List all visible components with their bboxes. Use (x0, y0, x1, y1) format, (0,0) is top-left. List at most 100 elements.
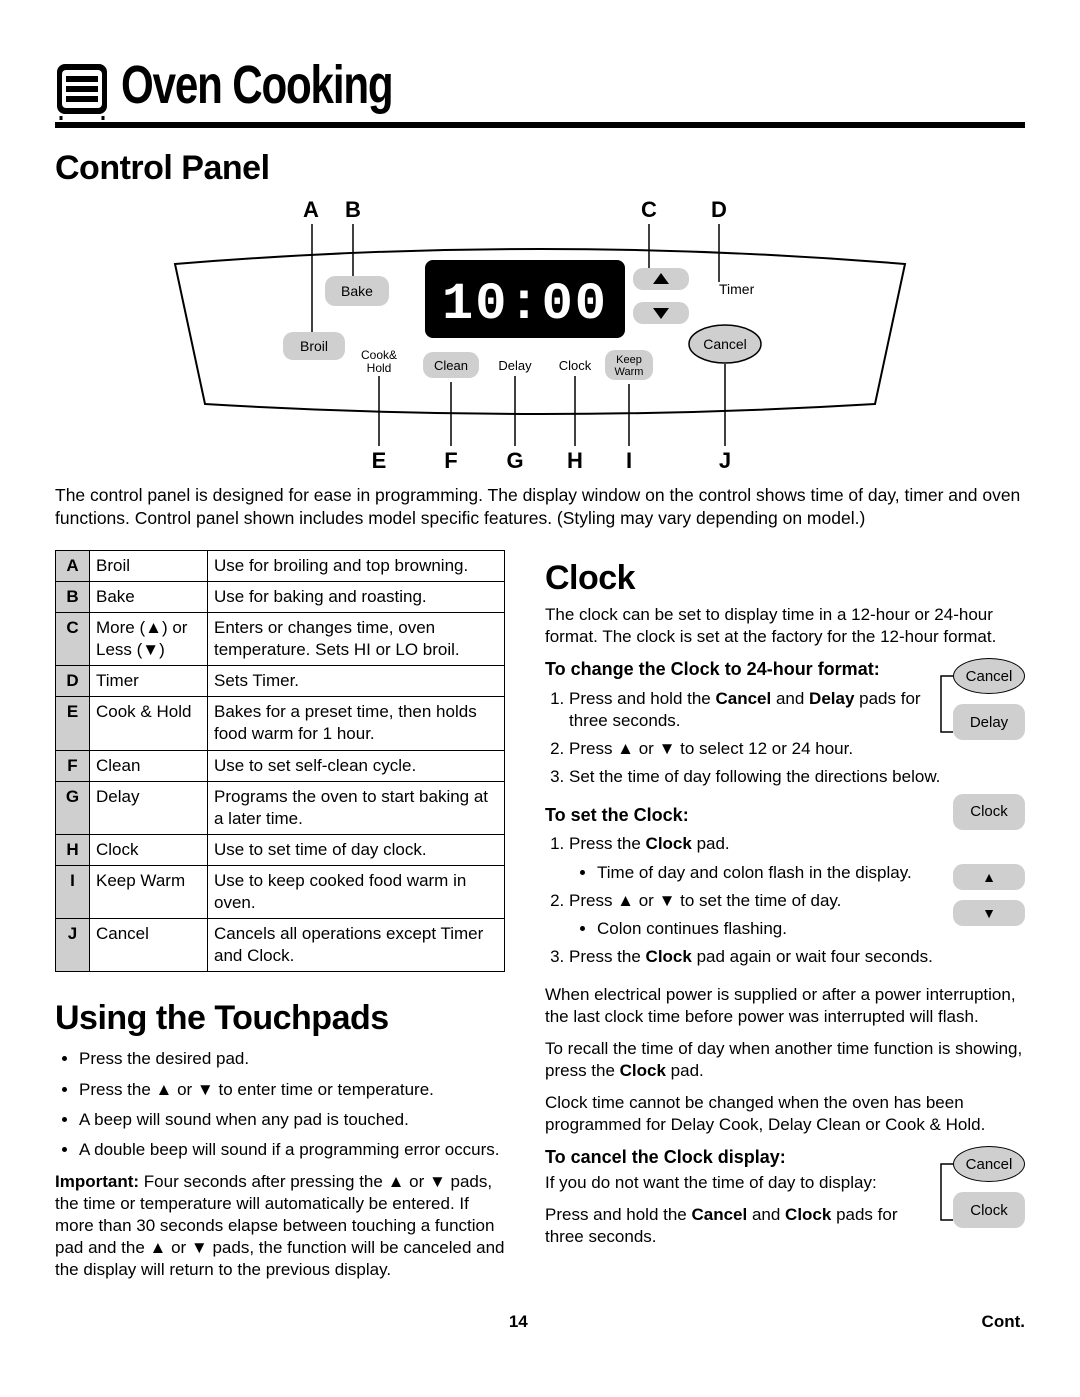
s1b: Cancel (715, 689, 771, 708)
clock-para3: Clock time cannot be changed when the ov… (545, 1092, 1025, 1136)
svg-text:Delay: Delay (498, 358, 532, 373)
page-title: Oven Cooking (121, 50, 392, 120)
row-letter: J (56, 919, 90, 972)
sc3b: Clock (646, 947, 692, 966)
row-letter: D (56, 666, 90, 697)
cp2c: pad. (666, 1061, 704, 1080)
cancel-pad-icon2: Cancel (953, 1146, 1025, 1182)
sc1a: Press the (569, 834, 646, 853)
row-name: Bake (90, 581, 208, 612)
touchpad-bullets: Press the desired pad.Press the ▲ or ▼ t… (55, 1048, 505, 1160)
svg-text:H: H (567, 448, 583, 473)
clock-para1: When electrical power is supplied or aft… (545, 984, 1025, 1028)
svg-text:G: G (506, 448, 523, 473)
s1a: Press and hold the (569, 689, 715, 708)
table-row: IKeep WarmUse to keep cooked food warm i… (56, 865, 505, 918)
sc1c: pad. (692, 834, 730, 853)
svg-text:Hold: Hold (367, 361, 392, 375)
side-btns-change24: Cancel Delay (953, 658, 1025, 740)
table-row: ECook & HoldBakes for a preset time, the… (56, 697, 505, 750)
right-column: Clock The clock can be set to display ti… (545, 550, 1025, 1291)
row-name: Clean (90, 750, 208, 781)
change24-step2: Press ▲ or ▼ to select 12 or 24 hour. (569, 738, 1025, 760)
s1d: Delay (809, 689, 854, 708)
page-header: Oven Cooking (55, 50, 1025, 128)
list-item: A double beep will sound if a programmin… (79, 1139, 505, 1161)
row-name: Clock (90, 834, 208, 865)
table-row: HClockUse to set time of day clock. (56, 834, 505, 865)
svg-text:Cancel: Cancel (703, 336, 747, 352)
delay-pad-icon: Delay (953, 704, 1025, 740)
svg-text:Clean: Clean (434, 358, 468, 373)
svg-text:Cook&: Cook& (361, 348, 397, 362)
cp2a: To recall the time of day when another t… (545, 1039, 1022, 1080)
panel-top-labels: A B C D (55, 196, 1025, 224)
sc3a: Press the (569, 947, 646, 966)
clock-para2: To recall the time of day when another t… (545, 1038, 1025, 1082)
important-label: Important: (55, 1172, 139, 1191)
label-b: B (345, 196, 361, 225)
cc2d: Clock (785, 1205, 831, 1224)
row-desc: Use to keep cooked food warm in oven. (208, 865, 505, 918)
table-row: ABroilUse for broiling and top browning. (56, 550, 505, 581)
table-row: GDelayPrograms the oven to start baking … (56, 781, 505, 834)
label-a: A (303, 196, 319, 225)
clock-pad-icon: Clock (953, 794, 1025, 830)
row-desc: Sets Timer. (208, 666, 505, 697)
table-row: CMore (▲) or Less (▼)Enters or changes t… (56, 613, 505, 666)
label-d: D (711, 196, 727, 225)
row-name: Cook & Hold (90, 697, 208, 750)
table-row: BBakeUse for baking and roasting. (56, 581, 505, 612)
cp2b: Clock (620, 1061, 666, 1080)
cc2a: Press and hold the (545, 1205, 691, 1224)
row-letter: H (56, 834, 90, 865)
row-desc: Cancels all operations except Timer and … (208, 919, 505, 972)
side-btns-cancelclock: Cancel Clock (953, 1146, 1025, 1228)
label-c: C (641, 196, 657, 225)
svg-text:I: I (626, 448, 632, 473)
cancel-pad-icon: Cancel (953, 658, 1025, 694)
change24-step3: Set the time of day following the direct… (569, 766, 1025, 788)
table-row: FCleanUse to set self-clean cycle. (56, 750, 505, 781)
left-column: ABroilUse for broiling and top browning.… (55, 550, 505, 1291)
l-connector-icon (935, 674, 953, 734)
oven-icon (55, 62, 109, 120)
list-item: A beep will sound when any pad is touche… (79, 1109, 505, 1131)
row-desc: Enters or changes time, oven temperature… (208, 613, 505, 666)
row-name: Delay (90, 781, 208, 834)
table-row: DTimerSets Timer. (56, 666, 505, 697)
clock-pad-icon2: Clock (953, 1192, 1025, 1228)
down-pad-icon: ▼ (953, 900, 1025, 926)
cc2b: Cancel (691, 1205, 747, 1224)
control-panel-heading: Control Panel (55, 146, 1025, 190)
row-letter: B (56, 581, 90, 612)
clock-heading: Clock (545, 556, 1025, 600)
side-btns-setclock: Clock ▲ ▼ (953, 794, 1025, 926)
svg-text:10:00: 10:00 (442, 275, 608, 334)
svg-text:Keep: Keep (616, 354, 642, 366)
clock-intro: The clock can be set to display time in … (545, 604, 1025, 648)
svg-text:Broil: Broil (300, 338, 328, 354)
control-panel-illustration: Bake Broil Cook& Hold Clean Delay Clock … (55, 224, 1025, 484)
table-row: JCancelCancels all operations except Tim… (56, 919, 505, 972)
row-desc: Use for broiling and top browning. (208, 550, 505, 581)
row-name: Keep Warm (90, 865, 208, 918)
s1c: and (771, 689, 809, 708)
cc2c: and (747, 1205, 785, 1224)
svg-text:E: E (372, 448, 387, 473)
list-item: Press the desired pad. (79, 1048, 505, 1070)
up-pad-icon: ▲ (953, 864, 1025, 890)
row-letter: C (56, 613, 90, 666)
row-letter: A (56, 550, 90, 581)
sc3c: pad again or wait four seconds. (692, 947, 933, 966)
control-panel-svg: Bake Broil Cook& Hold Clean Delay Clock … (55, 224, 1025, 484)
row-desc: Use to set time of day clock. (208, 834, 505, 865)
l-connector-icon (935, 1162, 953, 1222)
row-name: More (▲) or Less (▼) (90, 613, 208, 666)
page-cont: Cont. (982, 1311, 1025, 1333)
row-name: Cancel (90, 919, 208, 972)
sc1b: Clock (646, 834, 692, 853)
touchpads-heading: Using the Touchpads (55, 996, 505, 1040)
row-desc: Programs the oven to start baking at a l… (208, 781, 505, 834)
svg-text:Bake: Bake (341, 283, 373, 299)
